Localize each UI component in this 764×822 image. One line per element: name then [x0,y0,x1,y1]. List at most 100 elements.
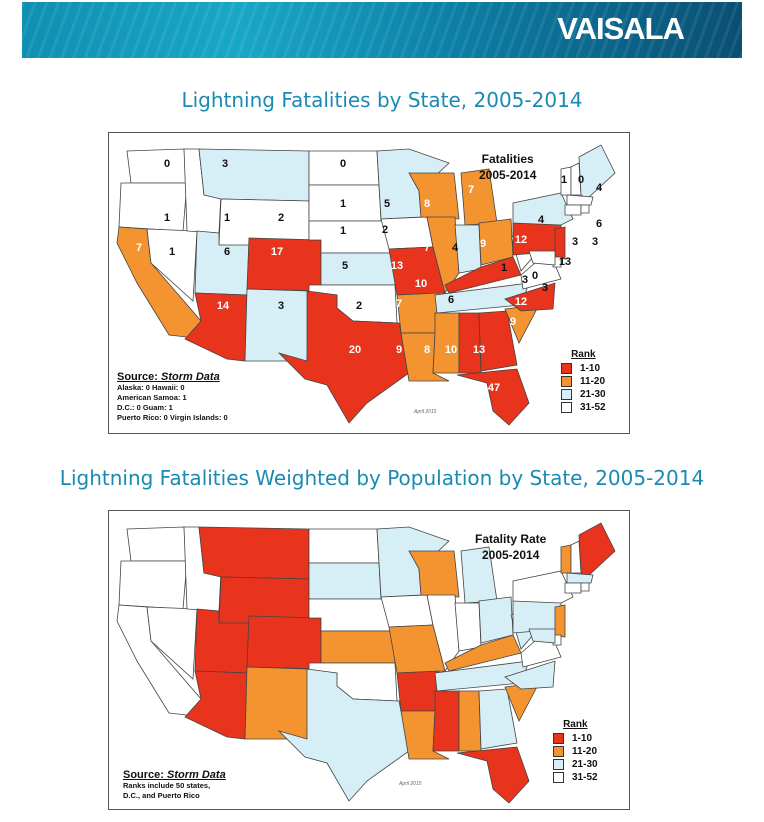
legend-label: 11-20 [580,376,606,387]
map1-source-title: Source: Storm Data [117,371,228,383]
label-CO: 17 [271,246,283,258]
label-MA: 6 [596,218,602,230]
state-RI [580,204,590,214]
state-LA [400,710,450,760]
state-AL [458,690,482,752]
state-CO [246,237,322,292]
label-WI: 8 [424,198,430,210]
label-NY: 4 [538,214,545,226]
map2-legend-row: 21-30 [553,758,598,771]
map1-legend-row: 11-20 [561,375,606,388]
legend-label: 1-10 [572,733,593,744]
label-OR: 1 [164,212,170,224]
label-ME: 4 [596,182,603,194]
map2-title-line1: Fatality Rate [475,532,547,546]
legend-swatch [553,759,564,770]
label-KY: 10 [415,278,427,290]
label-NV: 1 [169,246,175,258]
state-TX [277,290,410,424]
label-ND: 0 [340,158,346,170]
state-AL [458,312,482,374]
label-TX: 20 [349,344,361,356]
state-KS [320,630,396,664]
map1-note-3: D.C.: 0 Guam: 1 [117,403,173,412]
label-PA: 12 [515,234,527,246]
map1-legend-row: 31-52 [561,401,606,414]
label-ID: 1 [224,212,230,224]
state-OH [478,596,514,644]
legend-swatch [561,376,572,387]
label-VA: 3 [522,274,528,286]
state-MA [566,194,594,206]
legend-label: 31-52 [572,772,598,783]
state-NC [504,282,556,312]
map1-title-line1: Fatalities [481,152,534,166]
map2-date-stamp: April 2015 [399,781,422,787]
label-FL: 47 [488,382,500,394]
label-WY: 2 [278,212,284,224]
state-NE [308,598,394,632]
state-CT [564,204,582,216]
state-MA [566,572,594,584]
map2-note-2: D.C., and Puerto Rico [123,791,200,800]
state-NV [146,228,198,302]
label-MO: 13 [391,260,403,272]
state-AR [396,670,440,712]
label-MI: 7 [468,184,474,196]
state-KY [444,634,522,672]
state-CT [564,582,582,594]
legend-label: 21-30 [572,759,598,770]
state-SD [308,562,382,600]
map1-source-label: Source: [117,371,158,383]
label-CA: 7 [136,242,142,254]
label-KS: 5 [342,260,348,272]
label-SD: 1 [340,198,346,210]
label-SC: 9 [510,316,516,328]
legend-label: 31-52 [580,402,606,413]
map2-title: Fatality Rate 2005-2014 [475,531,546,563]
label-RI: 3 [592,236,598,248]
label-IA: 2 [382,224,388,236]
state-FL [456,368,530,426]
map2-legend-row: 1-10 [553,732,598,745]
legend-swatch [561,402,572,413]
label-OK: 2 [356,300,362,312]
label-UT: 6 [224,246,230,258]
state-NJ [554,226,566,260]
label-MD: 3 [542,282,548,294]
legend-swatch [553,746,564,757]
label-NE: 1 [340,225,346,237]
state-MT [198,526,310,580]
map1-legend-row: 1-10 [561,362,606,375]
label-MN: 5 [384,198,390,210]
map2-legend: Rank 1-10 11-20 21-30 31-52 [553,719,598,784]
state-PA [512,598,562,634]
state-value-labels: 0 1 7 1 1 3 2 6 17 14 3 0 1 1 5 2 20 5 2… [136,158,603,394]
state-GA [478,688,518,750]
state-MD [528,628,556,644]
map2-legend-row: 11-20 [553,745,598,758]
map1-legend-row: 21-30 [561,388,606,401]
map1-date-stamp: April 2015 [414,409,437,415]
label-AR: 7 [396,298,402,310]
map2-source-label: Source: [123,769,164,781]
map1-note-2: American Samoa: 1 [117,393,187,402]
fatalities-map: 0 1 7 1 1 3 2 6 17 14 3 0 1 1 5 2 20 5 2… [108,132,630,434]
label-GA: 13 [473,344,485,356]
label-WA: 0 [164,158,170,170]
state-NJ [554,604,566,638]
label-TN: 6 [448,294,454,306]
legend-label: 1-10 [580,363,601,374]
fatalities-map-svg: 0 1 7 1 1 3 2 6 17 14 3 0 1 1 5 2 20 5 2… [116,144,616,426]
label-LA: 9 [396,344,402,356]
label-IN: 4 [452,242,459,254]
state-MT [198,148,310,202]
map1-legend: Rank 1-10 11-20 21-30 31-52 [561,349,606,414]
state-IN [454,224,482,274]
state-IN [454,602,482,652]
banner-texture [22,2,742,58]
state-OR [118,560,188,610]
state-NY [512,570,574,604]
fatality-rate-map: Fatality Rate 2005-2014 Source: Storm Da… [108,510,630,810]
legend-swatch [553,772,564,783]
